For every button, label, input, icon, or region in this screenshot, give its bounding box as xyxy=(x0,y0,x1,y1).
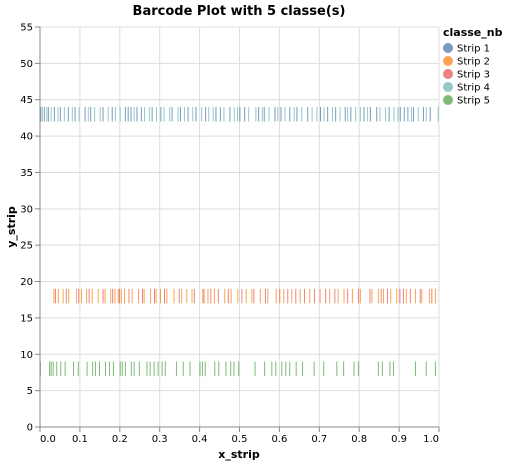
y-tick-label: 15 xyxy=(20,313,33,324)
legend-label: Strip 2 xyxy=(457,57,490,68)
legend-label: Strip 5 xyxy=(457,96,490,107)
legend-swatch xyxy=(443,43,453,53)
x-tick-label: 0.4 xyxy=(192,434,208,445)
legend-title: classe_nb xyxy=(443,26,503,39)
series-strip-1 xyxy=(40,107,431,122)
legend-swatch xyxy=(443,69,453,79)
y-tick-label: 35 xyxy=(20,168,33,179)
x-tick-label: 0.7 xyxy=(311,434,327,445)
x-tick-label: 0.2 xyxy=(112,434,128,445)
y-tick-label: 10 xyxy=(20,350,33,361)
x-tick-label: 0.5 xyxy=(232,434,248,445)
legend-swatch xyxy=(443,56,453,66)
legend-swatch xyxy=(443,95,453,105)
y-tick-label: 5 xyxy=(27,386,33,397)
legend-label: Strip 3 xyxy=(457,70,490,81)
series-strip-3 xyxy=(55,288,433,304)
legend-swatch xyxy=(443,82,453,92)
y-tick-label: 50 xyxy=(20,59,33,70)
legend: classe_nb Strip 1 Strip 2 Strip 3 Strip 4 St… xyxy=(443,26,503,107)
x-tick-label: 1.0 xyxy=(423,434,439,445)
x-tick-label: 0.9 xyxy=(391,434,407,445)
series-strip-2 xyxy=(53,288,436,304)
x-tick-label: 0.6 xyxy=(271,434,287,445)
y-tick-label: 40 xyxy=(20,132,33,143)
y-tick-label: 30 xyxy=(20,204,33,215)
x-tick-label: 0.3 xyxy=(152,434,168,445)
legend-label: Strip 1 xyxy=(457,44,490,55)
y-tick-label: 20 xyxy=(20,277,33,288)
y-tick-label: 45 xyxy=(20,95,33,106)
x-tick-label: 0.0 xyxy=(40,434,56,445)
series-strip-4 xyxy=(41,107,439,122)
y-axis-title: y_strip xyxy=(5,206,18,248)
y-tick-label: 0 xyxy=(27,423,33,434)
legend-label: Strip 4 xyxy=(457,83,490,94)
series-strip-5 xyxy=(39,361,436,377)
axes: 0.0 0.1 0.2 0.3 0.4 0.5 0.6 0.7 0.8 0.9 1.0 0 5 10 15 2… xyxy=(20,23,440,445)
x-tick-label: 0.1 xyxy=(72,434,88,445)
x-tick-label: 0.8 xyxy=(351,434,367,445)
chart-title: Barcode Plot with 5 classe(s) xyxy=(133,4,346,19)
y-tick-label: 55 xyxy=(20,23,33,34)
y-tick-label: 25 xyxy=(20,241,33,252)
x-axis-title: x_strip xyxy=(218,448,260,461)
